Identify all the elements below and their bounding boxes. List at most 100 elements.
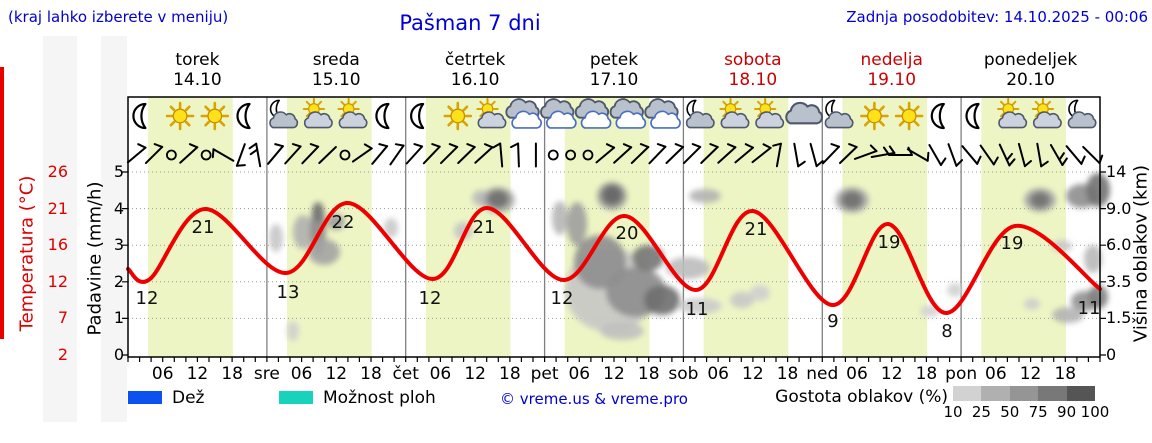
wind-calm-icon <box>200 149 212 161</box>
x-axis-label: sob <box>668 364 699 384</box>
precip-tick-label: 1 <box>113 308 124 328</box>
wind-barb-icon <box>1065 145 1086 165</box>
cloud-scale-label: 100 <box>1080 403 1110 421</box>
x-axis-label: 18 <box>1054 364 1077 384</box>
wind-barb-icon <box>793 142 806 168</box>
wind-barb-icon <box>267 143 284 165</box>
cloud-scale-label: 90 <box>1057 403 1077 421</box>
day-band <box>148 97 233 357</box>
x-axis-label: 18 <box>360 364 382 384</box>
cloud-icon <box>303 111 333 129</box>
weather-icon-sun <box>443 101 473 131</box>
wind-barb-icon <box>126 143 147 164</box>
weather-icon-moon-cloud <box>685 99 715 129</box>
curve-value-label: 21 <box>473 217 496 238</box>
day-band <box>842 97 928 357</box>
weather-icon-moon <box>236 102 251 130</box>
cloud-icon <box>269 111 299 129</box>
wind-barb-icon <box>998 143 1016 167</box>
moon-icon <box>236 102 251 130</box>
wind-barb-icon <box>906 148 930 162</box>
cloudheight-tick-label: 3.5 <box>1106 271 1132 291</box>
day-date: 14.10 <box>173 70 222 90</box>
temp-tick-label: 7 <box>57 308 68 328</box>
day-name: petek <box>589 50 639 70</box>
weather-icon-moon-cloud <box>269 99 299 129</box>
cloud-scale-label: 75 <box>1028 403 1048 421</box>
weather-icon-clouds <box>574 98 612 129</box>
location-menu-note: (kraj lahko izberete v meniju) <box>8 8 229 26</box>
wind-barb-icon <box>648 143 667 165</box>
precip-tick-label: 3 <box>113 235 124 255</box>
wind-barb-icon <box>457 143 476 164</box>
x-axis-label: čet <box>392 364 419 384</box>
cloud-scale-label: 25 <box>971 403 991 421</box>
temp-tick-label: 2 <box>57 345 68 364</box>
cloud-icon <box>580 110 612 129</box>
cloud-icon <box>477 111 507 129</box>
cloud-icon <box>511 110 542 129</box>
moon-icon <box>410 102 425 130</box>
weather-icon-sun-cloud <box>337 97 368 129</box>
cloud-icon <box>338 111 368 129</box>
temp-curve <box>126 200 1102 316</box>
axis-ticks <box>122 171 1106 362</box>
day-name: nedelja <box>860 50 923 70</box>
cloud-icon <box>998 111 1028 129</box>
moon-icon <box>825 99 836 119</box>
day-header: ponedeljek 20.10 <box>961 50 1100 90</box>
showers-legend-swatch <box>279 391 313 404</box>
x-axis-label: 06 <box>568 364 591 384</box>
cloud-icon <box>785 101 824 125</box>
curve-value-label: 12 <box>419 288 442 309</box>
wind-barb-icon <box>947 143 964 167</box>
x-axis-label: 06 <box>429 364 452 384</box>
wind-barb-icon <box>422 143 441 165</box>
background-strip <box>43 36 77 422</box>
cloud-scale-segment <box>1038 386 1067 401</box>
showers-legend-label: Možnost ploh <box>323 388 436 408</box>
curve-value-label: 20 <box>616 223 639 244</box>
weather-icon-sun <box>894 101 924 131</box>
day-name: sobota <box>724 50 782 70</box>
x-axis-label: 18 <box>915 364 938 384</box>
cloud-density-label: Gostota oblakov (%) <box>775 387 948 407</box>
day-name: četrtek <box>444 50 506 70</box>
weather-icon-sun-cloud <box>302 97 333 129</box>
rain-legend-label: Dež <box>172 388 205 408</box>
x-axis-label: 12 <box>325 364 348 384</box>
sun-icon <box>894 101 924 131</box>
wind-barb-icon <box>665 143 684 164</box>
wind-barb-icon <box>389 143 405 166</box>
sun-icon <box>200 101 230 131</box>
wind-calm-icon <box>565 149 577 161</box>
x-axis-label: sre <box>253 364 280 384</box>
curve-value-label: 22 <box>332 212 355 233</box>
moon-icon <box>132 102 147 130</box>
weather-icon-clouds <box>505 98 542 129</box>
precip-tick-label: 4 <box>113 198 124 218</box>
cloud-icon <box>720 111 750 129</box>
wind-barb-icon <box>734 143 754 164</box>
wind-barb-icon <box>717 143 737 164</box>
wind-calm-icon <box>339 149 351 161</box>
x-axis-label: 18 <box>637 364 660 384</box>
moon-icon <box>686 99 697 119</box>
weather-icon-moon <box>132 102 147 130</box>
weather-icon-sun-cloud <box>1031 97 1062 129</box>
cloud-scale-label: 50 <box>1000 403 1020 421</box>
precip-tick-label: 5 <box>113 162 124 181</box>
curve-value-label: 12 <box>136 288 159 309</box>
wind-calm-icon <box>582 149 594 161</box>
weather-icon-sun <box>200 101 230 131</box>
wind-barb-icon <box>772 142 782 168</box>
x-axis-label: 12 <box>742 364 764 384</box>
curve-value-label: 11 <box>686 299 709 320</box>
wind-barb-icon <box>248 142 262 168</box>
copyright-link[interactable]: © vreme.us & vreme.pro <box>500 390 688 408</box>
precip-tick-label: 2 <box>113 271 124 291</box>
wind-barb-icon <box>351 143 373 163</box>
wind-barb-icon <box>211 148 235 162</box>
wind-barb-icon <box>870 145 896 158</box>
